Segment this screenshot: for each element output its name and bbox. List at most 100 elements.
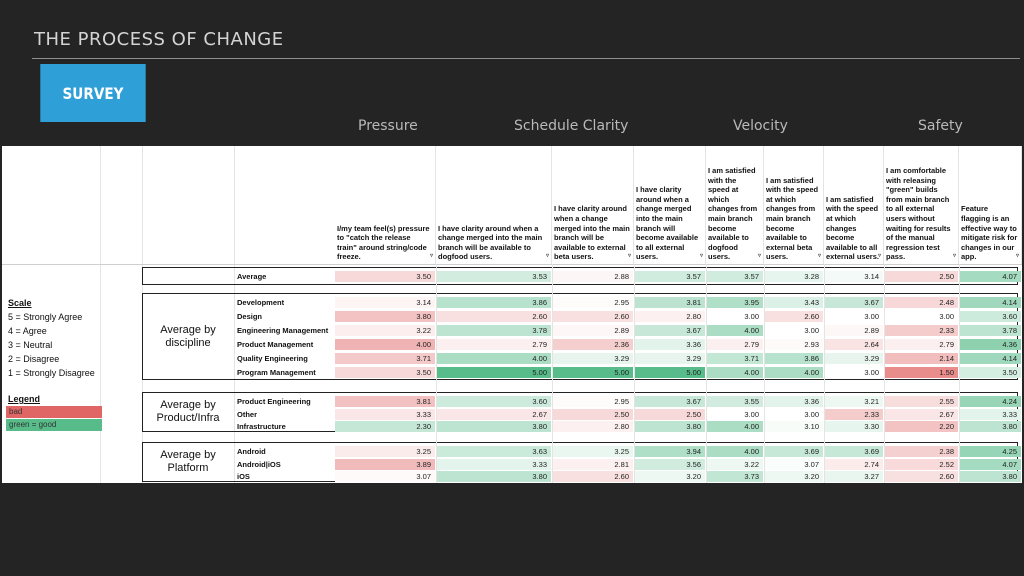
data-cell[interactable]: 2.48 <box>884 297 959 308</box>
data-cell[interactable]: 5.00 <box>552 367 634 378</box>
data-cell[interactable]: 2.33 <box>884 325 959 336</box>
data-cell[interactable]: 2.60 <box>764 311 824 322</box>
data-cell[interactable]: 2.55 <box>884 396 959 407</box>
data-cell[interactable]: 3.00 <box>706 408 764 420</box>
data-cell[interactable]: 3.33 <box>436 458 552 470</box>
average-cell[interactable]: 2.88 <box>552 271 634 282</box>
data-cell[interactable]: 3.89 <box>335 458 436 470</box>
data-cell[interactable]: 3.00 <box>764 325 824 336</box>
data-cell[interactable]: 3.07 <box>764 458 824 470</box>
data-cell[interactable]: 3.81 <box>335 396 436 407</box>
average-cell[interactable]: 4.07 <box>959 271 1022 282</box>
data-cell[interactable]: 3.67 <box>634 396 706 407</box>
data-cell[interactable]: 2.60 <box>552 311 634 322</box>
data-cell[interactable]: 3.21 <box>824 396 884 407</box>
data-cell[interactable]: 3.33 <box>335 408 436 420</box>
filter-icon[interactable]: ▿ <box>627 253 631 260</box>
data-cell[interactable]: 4.00 <box>706 367 764 378</box>
data-cell[interactable]: 4.14 <box>959 353 1022 364</box>
data-cell[interactable]: 3.60 <box>436 396 552 407</box>
data-cell[interactable]: 3.50 <box>959 367 1022 378</box>
average-cell[interactable]: 3.50 <box>335 271 436 282</box>
data-cell[interactable]: 2.89 <box>824 325 884 336</box>
data-cell[interactable]: 3.80 <box>335 311 436 322</box>
data-cell[interactable]: 4.00 <box>436 353 552 364</box>
data-cell[interactable]: 2.81 <box>552 458 634 470</box>
data-cell[interactable]: 3.86 <box>436 297 552 308</box>
data-cell[interactable]: 3.22 <box>706 458 764 470</box>
data-cell[interactable]: 2.60 <box>552 471 634 483</box>
data-cell[interactable]: 2.14 <box>884 353 959 364</box>
data-cell[interactable]: 3.63 <box>436 446 552 457</box>
data-cell[interactable]: 4.00 <box>706 421 764 433</box>
data-cell[interactable]: 2.38 <box>884 446 959 457</box>
filter-icon[interactable]: ▿ <box>545 253 549 260</box>
data-cell[interactable]: 3.81 <box>634 297 706 308</box>
data-cell[interactable]: 2.50 <box>552 408 634 420</box>
data-cell[interactable]: 3.36 <box>634 339 706 350</box>
data-cell[interactable]: 3.29 <box>552 353 634 364</box>
data-cell[interactable]: 5.00 <box>634 367 706 378</box>
filter-icon[interactable]: ▿ <box>1015 253 1019 260</box>
data-cell[interactable]: 3.29 <box>634 353 706 364</box>
data-cell[interactable]: 3.78 <box>436 325 552 336</box>
data-cell[interactable]: 3.60 <box>959 311 1022 322</box>
data-cell[interactable]: 2.30 <box>335 421 436 433</box>
average-cell[interactable]: 3.14 <box>824 271 884 282</box>
data-cell[interactable]: 4.36 <box>959 339 1022 350</box>
data-cell[interactable]: 3.80 <box>959 471 1022 483</box>
data-cell[interactable]: 2.80 <box>552 421 634 433</box>
filter-icon[interactable]: ▿ <box>699 253 703 260</box>
data-cell[interactable]: 3.43 <box>764 297 824 308</box>
data-cell[interactable]: 3.10 <box>764 421 824 433</box>
filter-icon[interactable]: ▿ <box>757 253 761 260</box>
data-cell[interactable]: 4.24 <box>959 396 1022 407</box>
data-cell[interactable]: 3.80 <box>436 421 552 433</box>
data-cell[interactable]: 3.00 <box>824 367 884 378</box>
data-cell[interactable]: 3.20 <box>764 471 824 483</box>
data-cell[interactable]: 3.29 <box>824 353 884 364</box>
data-cell[interactable]: 2.95 <box>552 297 634 308</box>
data-cell[interactable]: 2.93 <box>764 339 824 350</box>
data-cell[interactable]: 3.25 <box>335 446 436 457</box>
data-cell[interactable]: 3.36 <box>764 396 824 407</box>
data-cell[interactable]: 2.79 <box>884 339 959 350</box>
data-cell[interactable]: 2.33 <box>824 408 884 420</box>
data-cell[interactable]: 2.74 <box>824 458 884 470</box>
average-cell[interactable]: 3.28 <box>764 271 824 282</box>
data-cell[interactable]: 2.95 <box>552 396 634 407</box>
data-cell[interactable]: 3.73 <box>706 471 764 483</box>
data-cell[interactable]: 2.79 <box>436 339 552 350</box>
filter-icon[interactable]: ▿ <box>429 253 433 260</box>
data-cell[interactable]: 3.33 <box>959 408 1022 420</box>
data-cell[interactable]: 3.94 <box>634 446 706 457</box>
data-cell[interactable]: 2.52 <box>884 458 959 470</box>
data-cell[interactable]: 3.55 <box>706 396 764 407</box>
data-cell[interactable]: 3.00 <box>824 311 884 322</box>
data-cell[interactable]: 3.22 <box>335 325 436 336</box>
data-cell[interactable]: 2.20 <box>884 421 959 433</box>
filter-icon[interactable]: ▿ <box>952 253 956 260</box>
data-cell[interactable]: 2.60 <box>436 311 552 322</box>
data-cell[interactable]: 2.89 <box>552 325 634 336</box>
data-cell[interactable]: 1.50 <box>884 367 959 378</box>
data-cell[interactable]: 2.50 <box>634 408 706 420</box>
data-cell[interactable]: 3.50 <box>335 367 436 378</box>
filter-icon[interactable]: ▿ <box>817 253 821 260</box>
data-cell[interactable]: 3.80 <box>959 421 1022 433</box>
data-cell[interactable]: 3.69 <box>764 446 824 457</box>
data-cell[interactable]: 3.67 <box>824 297 884 308</box>
data-cell[interactable]: 3.20 <box>634 471 706 483</box>
data-cell[interactable]: 4.00 <box>706 446 764 457</box>
data-cell[interactable]: 4.00 <box>335 339 436 350</box>
data-cell[interactable]: 3.14 <box>335 297 436 308</box>
data-cell[interactable]: 4.00 <box>706 325 764 336</box>
data-cell[interactable]: 4.07 <box>959 458 1022 470</box>
data-cell[interactable]: 2.79 <box>706 339 764 350</box>
data-cell[interactable]: 3.30 <box>824 421 884 433</box>
data-cell[interactable]: 3.71 <box>335 353 436 364</box>
filter-icon[interactable]: ▿ <box>877 253 881 260</box>
data-cell[interactable]: 3.00 <box>884 311 959 322</box>
data-cell[interactable]: 3.67 <box>634 325 706 336</box>
data-cell[interactable]: 3.00 <box>764 408 824 420</box>
